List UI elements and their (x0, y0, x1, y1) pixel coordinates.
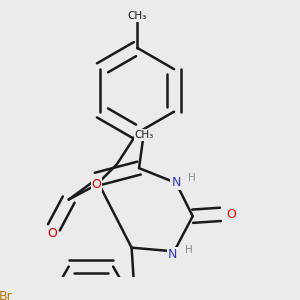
Text: Br: Br (0, 290, 13, 300)
Text: CH₃: CH₃ (128, 11, 147, 21)
Text: CH₃: CH₃ (135, 130, 154, 140)
Text: O: O (47, 227, 57, 241)
Text: N: N (171, 176, 181, 189)
Text: H: H (188, 173, 195, 184)
Text: N: N (168, 248, 177, 261)
Text: O: O (226, 208, 236, 221)
Text: H: H (185, 245, 193, 255)
Text: O: O (92, 178, 101, 191)
